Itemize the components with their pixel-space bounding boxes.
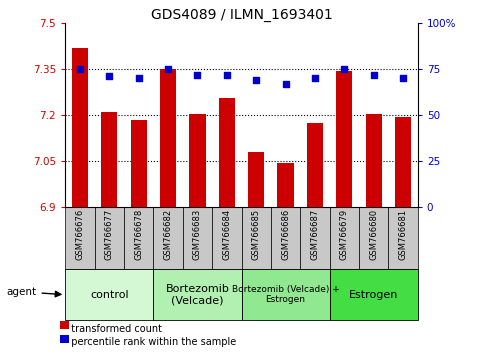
Text: Bortezomib (Velcade) +
Estrogen: Bortezomib (Velcade) + Estrogen xyxy=(232,285,340,304)
Text: GSM766679: GSM766679 xyxy=(340,209,349,260)
Bar xyxy=(307,123,323,207)
Bar xyxy=(95,207,124,269)
Text: Estrogen: Estrogen xyxy=(349,290,398,300)
Text: GSM766677: GSM766677 xyxy=(105,209,114,260)
Bar xyxy=(160,69,176,207)
Text: GSM766680: GSM766680 xyxy=(369,209,378,260)
Point xyxy=(341,66,348,72)
Bar xyxy=(154,207,183,269)
Bar xyxy=(189,114,205,207)
Text: GSM766687: GSM766687 xyxy=(311,209,319,260)
Bar xyxy=(183,207,212,269)
Text: control: control xyxy=(90,290,128,300)
Bar xyxy=(300,207,329,269)
Text: transformed count: transformed count xyxy=(65,324,162,334)
Point xyxy=(164,66,172,72)
Bar xyxy=(65,207,95,269)
Point xyxy=(76,66,84,72)
Bar xyxy=(219,98,235,207)
Point xyxy=(135,75,142,81)
Point xyxy=(399,75,407,81)
Text: GSM766685: GSM766685 xyxy=(252,209,261,260)
Point xyxy=(105,74,113,79)
Bar xyxy=(154,269,242,320)
Bar xyxy=(278,162,294,207)
Point xyxy=(370,72,378,78)
Text: percentile rank within the sample: percentile rank within the sample xyxy=(65,337,237,347)
Text: GSM766681: GSM766681 xyxy=(398,209,408,260)
Bar xyxy=(359,207,388,269)
Point xyxy=(252,77,260,83)
Text: GSM766686: GSM766686 xyxy=(281,209,290,260)
Bar xyxy=(388,207,418,269)
Text: GSM766684: GSM766684 xyxy=(222,209,231,260)
Point xyxy=(311,75,319,81)
Text: Bortezomib
(Velcade): Bortezomib (Velcade) xyxy=(166,284,229,306)
Bar xyxy=(242,269,330,320)
Text: GSM766678: GSM766678 xyxy=(134,209,143,260)
Bar xyxy=(271,207,300,269)
Bar xyxy=(248,152,264,207)
Point xyxy=(194,72,201,78)
Text: GSM766683: GSM766683 xyxy=(193,209,202,260)
Text: GSM766682: GSM766682 xyxy=(164,209,172,260)
Bar xyxy=(212,207,242,269)
Bar xyxy=(72,47,88,207)
Bar xyxy=(124,207,154,269)
Bar xyxy=(101,112,117,207)
Point xyxy=(282,81,289,87)
Bar xyxy=(329,269,418,320)
Bar xyxy=(242,207,271,269)
Bar xyxy=(336,70,353,207)
Title: GDS4089 / ILMN_1693401: GDS4089 / ILMN_1693401 xyxy=(151,8,332,22)
Text: GSM766676: GSM766676 xyxy=(75,209,85,260)
Text: agent: agent xyxy=(6,287,61,297)
Bar xyxy=(395,116,411,207)
Bar xyxy=(366,114,382,207)
Bar xyxy=(329,207,359,269)
Bar xyxy=(130,120,147,207)
Bar xyxy=(65,269,154,320)
Point xyxy=(223,72,231,78)
